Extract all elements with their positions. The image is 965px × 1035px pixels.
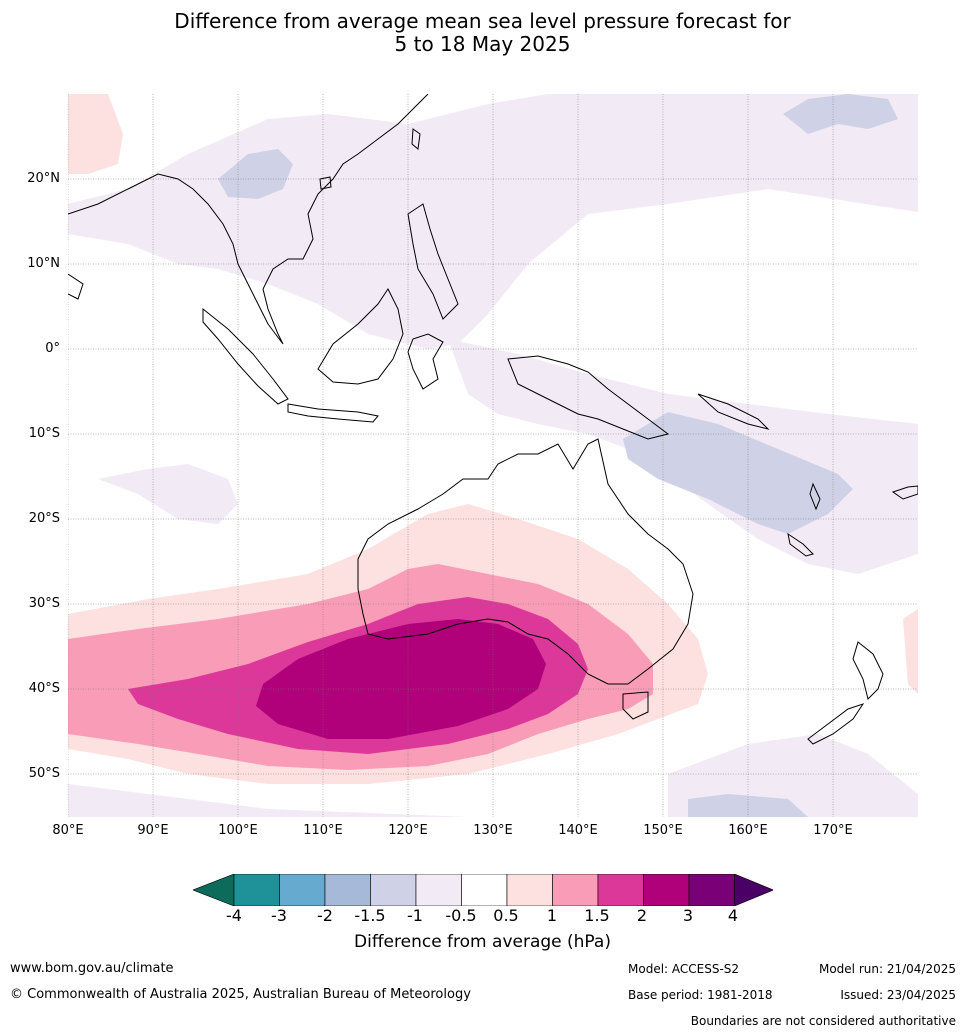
tasmania-coast xyxy=(622,691,649,720)
title-line-2: 5 to 18 May 2025 xyxy=(394,32,571,56)
colorbar-segment xyxy=(324,873,371,907)
colorbar-tick: -3 xyxy=(271,906,287,925)
colorbar-segment xyxy=(643,873,690,907)
lat-label: 10°S xyxy=(28,426,60,441)
anomaly-weak-negative-south xyxy=(68,784,468,817)
anomaly-moderate-negative-indochina xyxy=(218,149,293,199)
lat-label: 0° xyxy=(45,341,60,356)
colorbar-tick: -2 xyxy=(317,906,333,925)
colorbar-segment xyxy=(506,873,553,907)
lon-label: 90°E xyxy=(137,823,169,838)
colorbar-tick: 3 xyxy=(682,906,694,925)
lon-label: 160°E xyxy=(728,823,768,838)
colorbar-tick: -1.5 xyxy=(354,906,386,925)
anomaly-weak-positive-northwest xyxy=(68,94,123,174)
colorbar-tick: 4 xyxy=(727,906,739,925)
colorbar-segment xyxy=(552,873,599,907)
colorbar-segment xyxy=(688,873,735,907)
lon-label: 140°E xyxy=(558,823,598,838)
asia-mainland-coast xyxy=(68,94,429,345)
new-zealand-south-coast xyxy=(807,703,865,745)
lat-label: 40°S xyxy=(28,681,60,696)
colorbar-tick: 1 xyxy=(546,906,558,925)
model-run-text: Model run: 21/04/2025 xyxy=(818,962,956,976)
taiwan-coast xyxy=(411,128,421,150)
model-text: Model: ACCESS-S2 xyxy=(628,962,740,976)
anomaly-moderate-negative-coral-sea xyxy=(623,412,853,534)
new-caledonia-coast xyxy=(787,532,814,557)
map-title: Difference from average mean sea level p… xyxy=(0,10,965,56)
anomaly-weak-negative-indian xyxy=(98,464,238,524)
anomaly-moderate-negative-south xyxy=(688,794,808,817)
colorbar-tick: 2 xyxy=(636,906,648,925)
lon-label: 110°E xyxy=(303,823,343,838)
colorbar-segment xyxy=(415,873,462,907)
solomon-coast xyxy=(697,393,770,430)
colorbar-segment xyxy=(370,873,417,907)
colorbar-tick: 1.5 xyxy=(584,906,610,925)
lat-label: 20°N xyxy=(27,171,60,186)
graticule xyxy=(68,94,918,817)
anomaly-weak-positive-east xyxy=(903,609,918,694)
map-canvas xyxy=(68,94,918,817)
lon-label: 120°E xyxy=(388,823,428,838)
anomaly-very-strong-positive xyxy=(256,619,546,739)
colorbar-extend-high xyxy=(734,873,775,907)
lat-label: 30°S xyxy=(28,596,60,611)
lat-label: 10°N xyxy=(27,256,60,271)
lat-label: 50°S xyxy=(28,766,60,781)
anomaly-moderate-negative-pacific xyxy=(783,94,898,134)
colorbar-tick: -0.5 xyxy=(445,906,477,925)
copyright-text: © Commonwealth of Australia 2025, Austra… xyxy=(10,987,471,1002)
pressure-anomaly-map xyxy=(68,94,918,817)
philippines-coast xyxy=(407,203,459,320)
colorbar-segment xyxy=(461,873,508,907)
colorbar-tick: -4 xyxy=(226,906,242,925)
colorbar-svg xyxy=(192,873,775,907)
disclaimer-text: Boundaries are not considered authoritat… xyxy=(690,1014,956,1028)
sumatra-coast xyxy=(202,307,289,405)
lon-label: 150°E xyxy=(643,823,683,838)
hainan-coast xyxy=(319,176,332,190)
lon-label: 130°E xyxy=(473,823,513,838)
colorbar-segment xyxy=(233,873,280,907)
coastlines xyxy=(68,94,918,745)
lon-label: 80°E xyxy=(52,823,84,838)
title-line-1: Difference from average mean sea level p… xyxy=(174,9,791,33)
java-coast xyxy=(287,403,379,423)
fiji-coast xyxy=(891,485,918,500)
lon-label: 170°E xyxy=(813,823,853,838)
colorbar-extend-low xyxy=(192,873,235,907)
colorbar-tick: 0.5 xyxy=(493,906,519,925)
lat-label: 20°S xyxy=(28,511,60,526)
vanuatu-coast xyxy=(809,482,821,511)
new-zealand-north-coast xyxy=(852,641,884,700)
india-coast xyxy=(68,273,84,300)
colorbar-label: Difference from average (hPa) xyxy=(354,932,611,952)
colorbar-segment xyxy=(279,873,326,907)
colorbar xyxy=(192,873,775,910)
positive-anomaly-fields xyxy=(68,94,918,784)
colorbar-tick: -1 xyxy=(407,906,423,925)
issued-text: Issued: 23/04/2025 xyxy=(840,988,956,1002)
colorbar-segment xyxy=(597,873,644,907)
australia-coast xyxy=(357,438,694,685)
new-guinea-coast xyxy=(507,355,670,440)
website-link[interactable]: www.bom.gov.au/climate xyxy=(10,961,174,976)
lon-label: 100°E xyxy=(218,823,258,838)
base-period-text: Base period: 1981-2018 xyxy=(628,988,773,1002)
borneo-coast xyxy=(317,288,404,385)
sulawesi-coast xyxy=(407,333,444,390)
